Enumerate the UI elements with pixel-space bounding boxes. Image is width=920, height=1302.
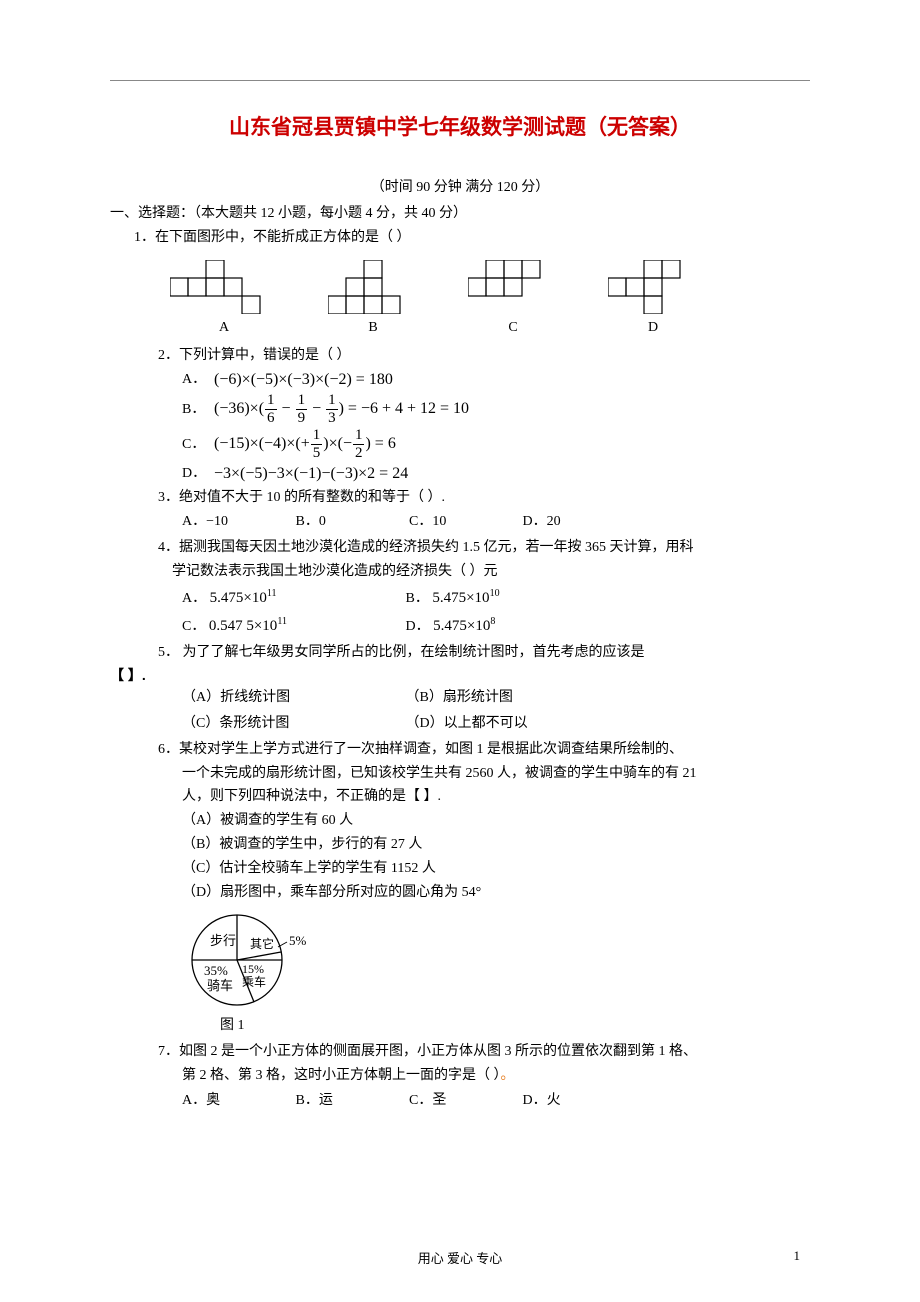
q7-D: D．火 <box>523 1088 633 1115</box>
page: 山东省冠县贾镇中学七年级数学测试题（无答案） （时间 90 分钟 满分 120 … <box>0 0 920 1302</box>
net-A: A <box>170 260 278 336</box>
q5-bracket: 【 】. <box>110 665 810 685</box>
q5-B: （B）扇形统计图 <box>406 685 626 712</box>
q2-C-expr: (−15)×(−4)×(+15)×(−12) = 6 <box>214 427 396 462</box>
q3-D: D．20 <box>523 509 633 536</box>
q4-D-val: 5.475×10 <box>433 618 490 634</box>
pie-walk-label: 步行 <box>210 933 236 948</box>
q5-C: （C）条形统计图 <box>182 711 402 738</box>
q4-C-val: 0.547 5×10 <box>209 618 277 634</box>
q3-opts: A．−10 B．0 C．10 D．20 <box>182 509 810 536</box>
q3-C: C．10 <box>409 509 519 536</box>
q3-stem: 3．绝对值不大于 10 的所有整数的和等于（ ）. <box>158 486 810 510</box>
net-C-label: C <box>508 320 517 336</box>
pie-svg: 步行 其它 5% 35% 骑车 15% 乘车 <box>182 910 332 1010</box>
net-C: C <box>468 260 558 336</box>
pie-caption: 图 1 <box>220 1014 245 1034</box>
net-B-label: B <box>368 320 377 336</box>
q7-dot: 。 <box>501 1068 515 1083</box>
q2-D: D． −3×(−5)−3×(−1)−(−3)×2 = 24 <box>182 462 810 486</box>
q2-C-label: C． <box>182 434 208 455</box>
q5-A: （A）折线统计图 <box>182 685 402 712</box>
q4-B-label: B． <box>406 591 429 606</box>
q4-B: B． 5.475×1010 <box>406 584 626 613</box>
pie-container: 步行 其它 5% 35% 骑车 15% 乘车 <box>182 910 332 1010</box>
q3-A: A．−10 <box>182 509 292 536</box>
pie-other-label: 其它 <box>250 936 274 951</box>
net-C-svg <box>468 260 558 314</box>
q2-C: C． (−15)×(−4)×(+15)×(−12) = 6 <box>182 427 810 462</box>
q2-D-expr: −3×(−5)−3×(−1)−(−3)×2 = 24 <box>214 462 408 486</box>
q7-A: A．奥 <box>182 1088 292 1115</box>
q2-B-label: B． <box>182 399 208 420</box>
q4-B-exp: 10 <box>490 588 500 599</box>
footer-text: 用心 爱心 专心 <box>418 1251 503 1266</box>
q5-opts-row1: （A）折线统计图 （B）扇形统计图 <box>182 685 810 712</box>
q4-opts-row2: C． 0.547 5×1011 D． 5.475×108 <box>182 612 810 641</box>
q4-C-label: C． <box>182 619 205 634</box>
q2-A: A． (−6)×(−5)×(−3)×(−2) = 180 <box>182 368 810 392</box>
q4-C: C． 0.547 5×1011 <box>182 612 402 641</box>
pie-bus-label: 乘车 <box>242 974 266 989</box>
q7-stem2: 第 2 格、第 3 格，这时小正方体朝上一面的字是（ ）。 <box>182 1064 810 1088</box>
q6-stem2: 一个未完成的扇形统计图，已知该校学生共有 2560 人，被调查的学生中骑车的有 … <box>182 762 810 786</box>
q2-B-expr: (−36)×(16 − 19 − 13) = −6 + 4 + 12 = 10 <box>214 392 469 427</box>
net-A-svg <box>170 260 278 314</box>
q4-D-exp: 8 <box>490 616 495 627</box>
doc-title: 山东省冠县贾镇中学七年级数学测试题（无答案） <box>110 111 810 141</box>
q1-nets: A B <box>170 260 810 336</box>
net-D-label: D <box>648 320 658 336</box>
q2-B: B． (−36)×(16 − 19 − 13) = −6 + 4 + 12 = … <box>182 392 810 427</box>
q4-D: D． 5.475×108 <box>406 612 626 641</box>
q5-D: （D）以上都不可以 <box>406 711 626 738</box>
q6-stem3-text: 人，则下列四种说法中，不正确的是【 】. <box>182 789 441 804</box>
pie-bike-label: 骑车 <box>207 978 233 993</box>
net-B: B <box>328 260 418 336</box>
pie-bike-pct: 35% <box>204 963 228 978</box>
q4-D-label: D． <box>406 619 430 634</box>
q7-stem1: 7．如图 2 是一个小正方体的侧面展开图，小正方体从图 3 所示的位置依次翻到第… <box>158 1040 810 1064</box>
q7-B: B．运 <box>296 1088 406 1115</box>
q2-stem: 2．下列计算中，错误的是（ ） <box>158 344 810 368</box>
q2-D-label: D． <box>182 463 208 484</box>
q4-stem2: 学记数法表示我国土地沙漠化造成的经济损失（ ）元 <box>172 560 810 584</box>
q4-B-val: 5.475×10 <box>432 590 489 606</box>
q1-stem: 1．在下面图形中，不能折成正方体的是（ ） <box>134 226 810 250</box>
net-A-label: A <box>219 320 229 336</box>
net-D-svg <box>608 260 698 314</box>
footer-page: 1 <box>794 1248 801 1264</box>
q5-stem: 5． 为了了解七年级男女同学所占的比例，在绘制统计图时，首先考虑的应该是 <box>158 641 810 665</box>
q2-A-expr: (−6)×(−5)×(−3)×(−2) = 180 <box>214 368 393 392</box>
q4-A-label: A． <box>182 591 206 606</box>
net-B-svg <box>328 260 418 314</box>
q7-opts: A．奥 B．运 C．圣 D．火 <box>182 1088 810 1115</box>
top-rule <box>110 80 810 81</box>
q6-stem1: 6．某校对学生上学方式进行了一次抽样调查，如图 1 是根据此次调查结果所绘制的、 <box>158 738 810 762</box>
q5-bracket-text: 【 】. <box>110 667 146 683</box>
q6-A: （A）被调查的学生有 60 人 <box>182 809 810 833</box>
q3-B: B．0 <box>296 509 406 536</box>
q6-pie: 步行 其它 5% 35% 骑车 15% 乘车 图 1 <box>182 910 810 1034</box>
q4-opts-row1: A． 5.475×1011 B． 5.475×1010 <box>182 584 810 613</box>
q4-stem1: 4．据测我国每天因土地沙漠化造成的经济损失约 1.5 亿元，若一年按 365 天… <box>158 536 810 560</box>
q5-opts-row2: （C）条形统计图 （D）以上都不可以 <box>182 711 810 738</box>
q7-C: C．圣 <box>409 1088 519 1115</box>
section-1-heading: 一、选择题：（本大题共 12 小题，每小题 4 分，共 40 分） <box>110 202 810 222</box>
q4-C-exp: 11 <box>277 616 287 627</box>
q6-stem3: 人，则下列四种说法中，不正确的是【 】. <box>182 785 810 809</box>
q4-A-exp: 11 <box>267 588 277 599</box>
pie-bus-pct: 15% <box>242 962 264 976</box>
pie-other-pct: 5% <box>289 933 307 948</box>
doc-subtitle: （时间 90 分钟 满分 120 分） <box>110 176 810 196</box>
net-D: D <box>608 260 698 336</box>
q6-B: （B）被调查的学生中，步行的有 27 人 <box>182 833 810 857</box>
q2-A-label: A． <box>182 369 208 390</box>
q6-C: （C）估计全校骑车上学的学生有 1152 人 <box>182 857 810 881</box>
q4-A-val: 5.475×10 <box>210 590 267 606</box>
q6-D: （D）扇形图中，乘车部分所对应的圆心角为 54° <box>182 881 810 905</box>
q7-stem2-text: 第 2 格、第 3 格，这时小正方体朝上一面的字是（ ） <box>182 1068 501 1083</box>
footer: 用心 爱心 专心 1 <box>0 1248 920 1267</box>
q4-A: A． 5.475×1011 <box>182 584 402 613</box>
